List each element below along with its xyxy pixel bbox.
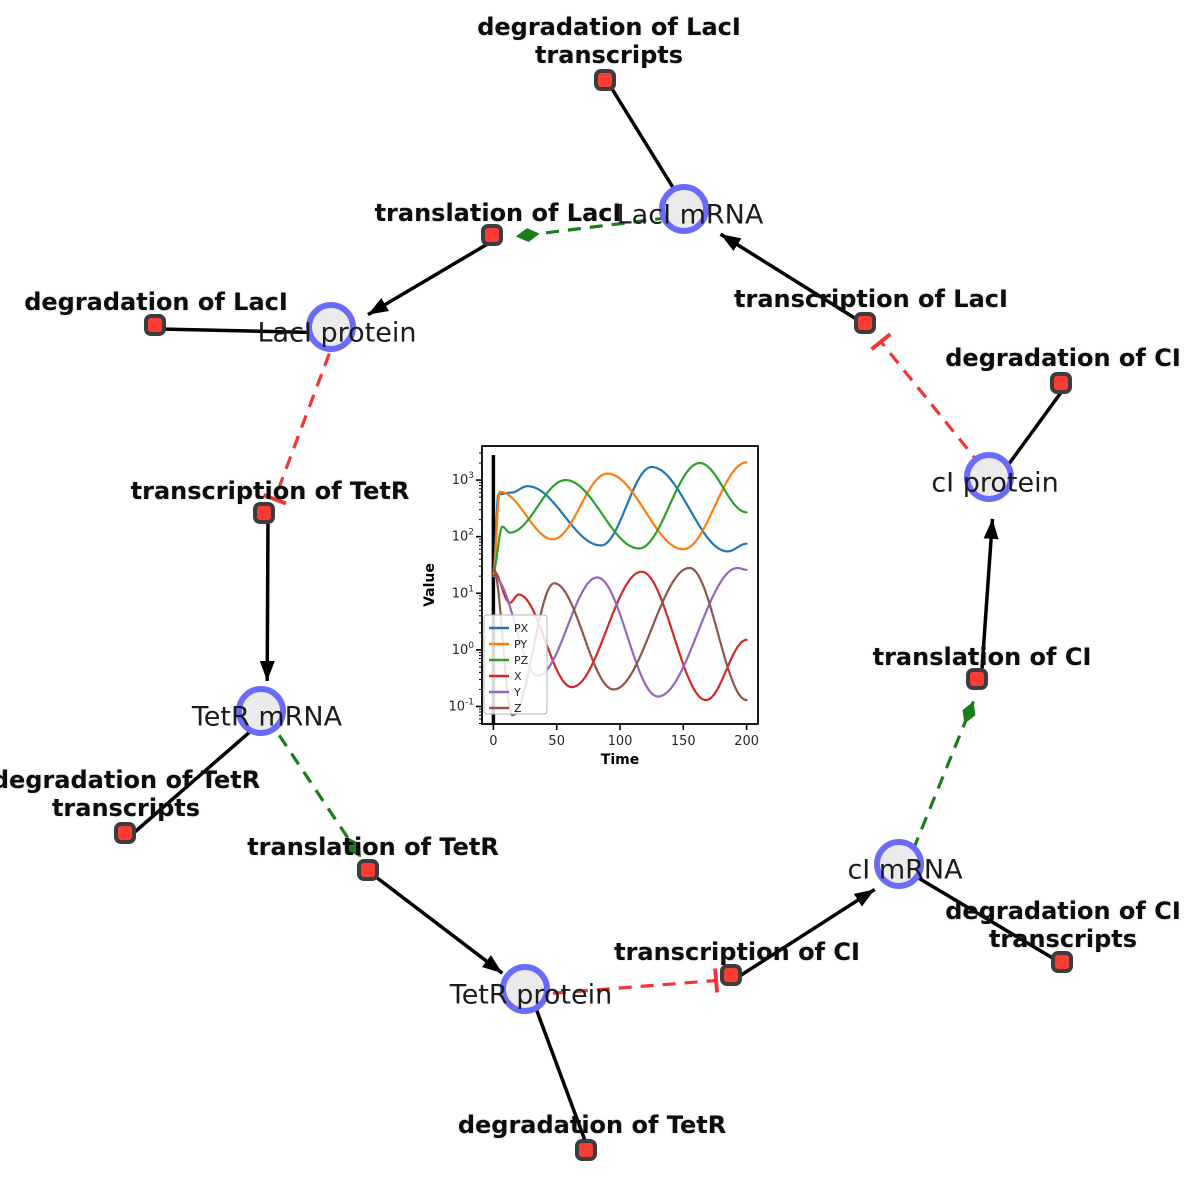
reaction-label-transl_tetR: translation of TetR: [247, 833, 499, 861]
reaction-node-deg_lacI_tx: [594, 69, 616, 91]
x-tick-label: 100: [608, 734, 633, 749]
edge-production-transl_lacI-lacI_prot: [367, 237, 497, 317]
edge-catalysis-cI_mRNA-transl_cI: [903, 700, 976, 871]
x-tick-label: 200: [734, 734, 759, 749]
species-label-lacI_mRNA: LacI mRNA: [616, 199, 764, 231]
reaction-label-deg_cI_tx: degradation of CI transcripts: [945, 897, 1181, 953]
species-label-cI_mRNA: cI mRNA: [847, 854, 963, 886]
species-node-tetR_mRNA: [236, 686, 286, 736]
species-label-lacI_prot: LacI protein: [257, 317, 417, 349]
reaction-node-transl_cI: [966, 668, 988, 690]
y-axis-label: Value: [422, 563, 438, 607]
edge-production-txn_cI-cI_mRNA: [734, 887, 876, 981]
edge-production-transl_tetR-tetR_prot: [370, 872, 504, 975]
species-node-cI_prot: [964, 452, 1014, 502]
reaction-label-txn_cI: transcription of CI: [614, 938, 860, 966]
reaction-node-deg_lacI: [144, 314, 166, 336]
legend-label-PX: PX: [514, 622, 529, 635]
reaction-node-transl_tetR: [357, 859, 379, 881]
reaction-node-deg_tetR_tx: [114, 822, 136, 844]
edge-consumption-tetR_mRNA-deg_tetR_tx: [127, 715, 269, 839]
species-label-tetR_prot: TetR protein: [449, 979, 613, 1011]
legend-label-X: X: [514, 670, 522, 683]
x-tick-label: 0: [489, 734, 497, 749]
reaction-label-transl_cI: translation of CI: [872, 643, 1092, 671]
y-tick-label: 103: [452, 471, 474, 488]
reaction-node-deg_cI: [1050, 372, 1072, 394]
legend-label-PY: PY: [514, 638, 527, 651]
edge-production-txn_lacI-lacI_mRNA: [719, 232, 870, 329]
legend-label-PZ: PZ: [514, 654, 529, 667]
species-label-tetR_mRNA: TetR mRNA: [191, 701, 343, 733]
species-node-lacI_mRNA: [659, 184, 709, 234]
reaction-label-deg_cI: degradation of CI: [945, 344, 1181, 372]
species-label-cI_prot: cI protein: [931, 467, 1059, 499]
y-tick-label: 102: [452, 528, 474, 545]
x-tick-label: 150: [671, 734, 696, 749]
species-node-lacI_prot: [306, 302, 356, 352]
reaction-label-deg_lacI: degradation of LacI: [24, 288, 288, 316]
series-PX: [492, 465, 748, 572]
reaction-node-deg_tetR: [575, 1139, 597, 1161]
reaction-label-deg_tetR: degradation of TetR: [457, 1111, 727, 1139]
edge-consumption-cI_mRNA-deg_cI_tx: [904, 868, 1067, 968]
reaction-node-txn_lacI: [854, 312, 876, 334]
legend-label-Y: Y: [513, 686, 521, 699]
reaction-label-deg_lacI_tx: degradation of LacI transcripts: [477, 13, 741, 69]
reaction-label-txn_lacI: transcription of LacI: [734, 285, 1008, 313]
species-node-cI_mRNA: [874, 839, 924, 889]
edge-catalysis-tetR_mRNA-transl_tetR: [265, 716, 363, 859]
edge-inhibition-lacI_prot-txn_tetR: [262, 332, 339, 506]
species-node-tetR_prot: [500, 964, 550, 1014]
reaction-label-deg_tetR_tx: degradation of TetR transcripts: [0, 766, 261, 822]
x-axis-label: Time: [601, 752, 639, 768]
reaction-node-txn_cI: [720, 964, 742, 986]
edge-inhibition-tetR_prot-txn_cI: [530, 968, 719, 997]
chart-legend: [483, 614, 548, 715]
reaction-label-txn_tetR: transcription of TetR: [130, 477, 410, 505]
series-PY: [492, 461, 748, 575]
reaction-node-txn_tetR: [253, 502, 275, 524]
edge-production-transl_cI-cI_prot: [979, 518, 999, 684]
reaction-node-deg_cI_tx: [1051, 951, 1073, 973]
y-tick-label: 10-1: [448, 697, 474, 714]
reaction-label-transl_lacI: translation of LacI: [374, 199, 622, 227]
x-tick-label: 50: [548, 734, 565, 749]
series-PZ: [492, 461, 748, 572]
legend-label-Z: Z: [514, 702, 522, 715]
edge-consumption-tetR_prot-deg_tetR: [529, 994, 592, 1155]
reaction-node-transl_lacI: [481, 224, 503, 246]
y-tick-label: 100: [452, 641, 475, 658]
edge-production-txn_tetR-tetR_mRNA: [259, 516, 275, 682]
y-tick-label: 101: [452, 584, 474, 601]
